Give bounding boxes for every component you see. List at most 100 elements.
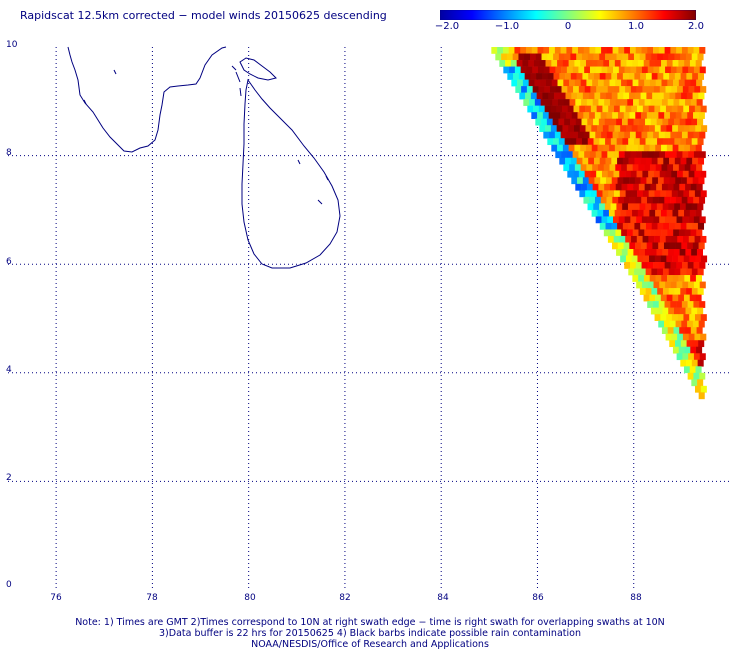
wind-cell (591, 144, 598, 152)
wind-cell (681, 242, 688, 250)
wind-cell (700, 314, 707, 321)
wind-cell (602, 190, 609, 198)
wind-cell (672, 294, 679, 302)
colorbar-label-zero: 0 (564, 21, 572, 32)
wind-cell (684, 164, 691, 172)
wind-cell (658, 262, 665, 269)
wind-cell (686, 92, 693, 100)
wind-cell (682, 216, 689, 224)
wind-cell (597, 164, 605, 172)
wind-cell (569, 164, 576, 172)
wind-cell (617, 92, 624, 100)
wind-cell (511, 79, 518, 87)
wind-cell (648, 235, 655, 243)
wind-cell (623, 92, 630, 100)
wind-cell (684, 60, 691, 67)
wind-cell (611, 242, 619, 250)
wind-cell (697, 379, 704, 387)
wind-cell (686, 222, 693, 230)
wind-cell (526, 86, 533, 93)
wind-cell (683, 294, 691, 302)
wind-cell (688, 86, 695, 93)
wind-cell (580, 60, 587, 67)
wind-cell (687, 320, 694, 328)
wind-cell (681, 320, 688, 328)
wind-cell (607, 235, 614, 243)
wind-cell (656, 118, 663, 126)
wind-cell (668, 288, 675, 295)
wind-cell (692, 177, 699, 185)
wind-cell (677, 125, 685, 133)
wind-cell (670, 301, 677, 308)
wind-cell (596, 86, 603, 93)
wind-cell (665, 66, 672, 74)
wind-cell (618, 47, 625, 54)
wind-cell (617, 242, 624, 250)
wind-cell (654, 235, 661, 243)
wind-cell (672, 209, 679, 217)
wind-cell (587, 53, 594, 61)
wind-cell (688, 235, 695, 243)
wind-cell (697, 157, 705, 165)
wind-cell (686, 268, 693, 276)
wind-cell (666, 190, 673, 198)
wind-cell (673, 229, 680, 237)
wind-cell (523, 99, 530, 106)
wind-cell (611, 92, 618, 100)
wind-cell (664, 131, 671, 139)
wind-cell (686, 177, 693, 185)
wind-cell (689, 294, 696, 302)
wind-cell (583, 196, 590, 204)
wind-cell (668, 118, 675, 126)
wind-cell (551, 144, 558, 152)
wind-cell (629, 242, 636, 250)
wind-cell (559, 73, 566, 80)
wind-cell (552, 99, 559, 106)
wind-cell (663, 242, 671, 250)
wind-cell (615, 79, 622, 87)
wind-cell (593, 118, 600, 126)
wind-cell (653, 66, 660, 74)
wind-cell (618, 216, 625, 224)
wind-cell (597, 125, 604, 133)
wind-cell (697, 203, 704, 211)
wind-cell (660, 209, 667, 217)
wind-cell (516, 60, 523, 67)
wind-cell (693, 216, 700, 224)
wind-cell (584, 66, 591, 74)
wind-cell (577, 131, 585, 139)
wind-cell (599, 203, 606, 211)
wind-cell (658, 47, 665, 54)
wind-cell (679, 327, 686, 335)
wind-cell (603, 79, 610, 87)
wind-cell (621, 249, 628, 256)
wind-cell (550, 125, 557, 133)
wind-cell (621, 229, 628, 237)
wind-cell (649, 125, 656, 133)
wind-cell (633, 183, 640, 191)
wind-cell (680, 268, 687, 276)
wind-cell (686, 359, 693, 367)
wind-cell (673, 183, 680, 191)
x-tick-88: 88 (630, 593, 642, 603)
wind-cell (570, 157, 577, 165)
wind-cell (594, 92, 601, 100)
wind-cell (607, 216, 614, 224)
wind-cell (648, 190, 655, 198)
colorbar-label-pos1: 1.0 (628, 21, 644, 32)
wind-cell (693, 262, 700, 269)
wind-cell (665, 333, 672, 341)
wind-cell (619, 190, 626, 198)
wind-cell (690, 79, 697, 87)
wind-cell (598, 183, 605, 191)
wind-cell (636, 86, 643, 93)
wind-cell (676, 262, 683, 269)
wind-cell (577, 177, 584, 185)
wind-cell (585, 105, 592, 113)
wind-cell (622, 138, 629, 146)
wind-cell (539, 125, 546, 133)
wind-cell (667, 229, 674, 237)
wind-cell (643, 125, 650, 133)
jaffna-peninsula (239, 57, 277, 81)
wind-cell (616, 138, 623, 146)
